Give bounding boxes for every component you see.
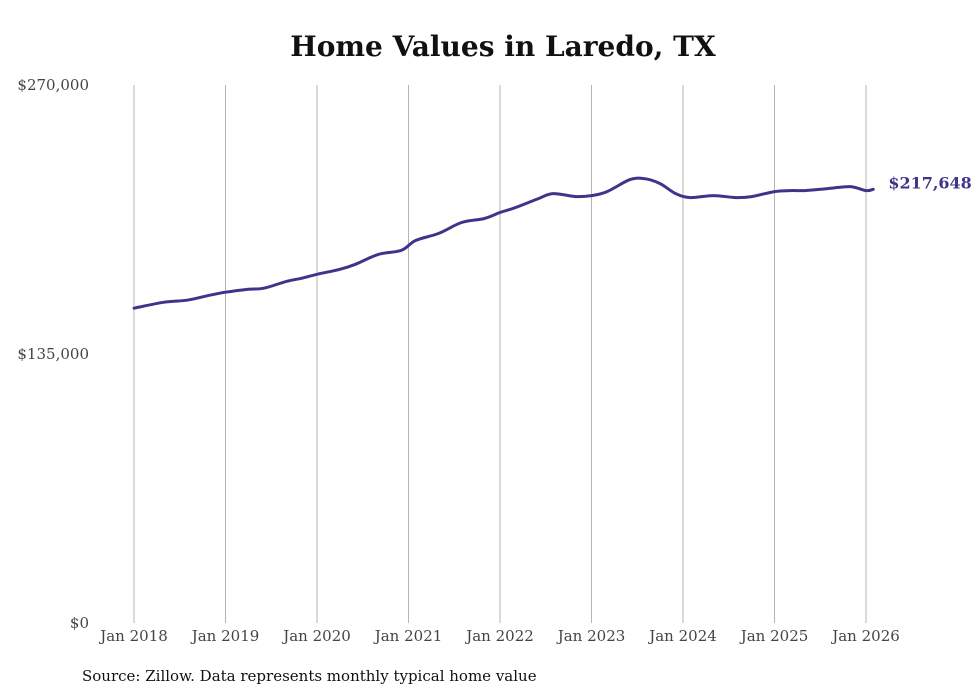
x-tick-label: Jan 2023 — [556, 627, 626, 645]
x-tick-label: Jan 2024 — [647, 627, 717, 645]
source-note: Source: Zillow. Data represents monthly … — [82, 667, 537, 685]
x-tick-label: Jan 2026 — [830, 627, 900, 645]
grid-lines — [133, 85, 867, 623]
x-tick-label: Jan 2021 — [373, 627, 443, 645]
y-tick-label: $0 — [70, 614, 89, 632]
y-axis-ticks: $0 $135,000 $270,000 — [17, 76, 89, 632]
x-tick-label: Jan 2018 — [98, 627, 168, 645]
end-value-label: $217,648 — [888, 173, 972, 192]
y-tick-label: $135,000 — [17, 345, 89, 363]
x-tick-label: Jan 2020 — [281, 627, 351, 645]
x-axis-ticks: Jan 2018 Jan 2019 Jan 2020 Jan 2021 Jan 2022… — [98, 627, 900, 645]
x-tick-label: Jan 2025 — [739, 627, 809, 645]
series-layer: $217,648 — [132, 173, 972, 310]
series-line — [132, 176, 875, 310]
y-tick-label: $270,000 — [17, 76, 89, 94]
x-tick-label: Jan 2019 — [190, 627, 260, 645]
chart-title: Home Values in Laredo, TX — [290, 30, 716, 63]
x-tick-label: Jan 2022 — [464, 627, 534, 645]
